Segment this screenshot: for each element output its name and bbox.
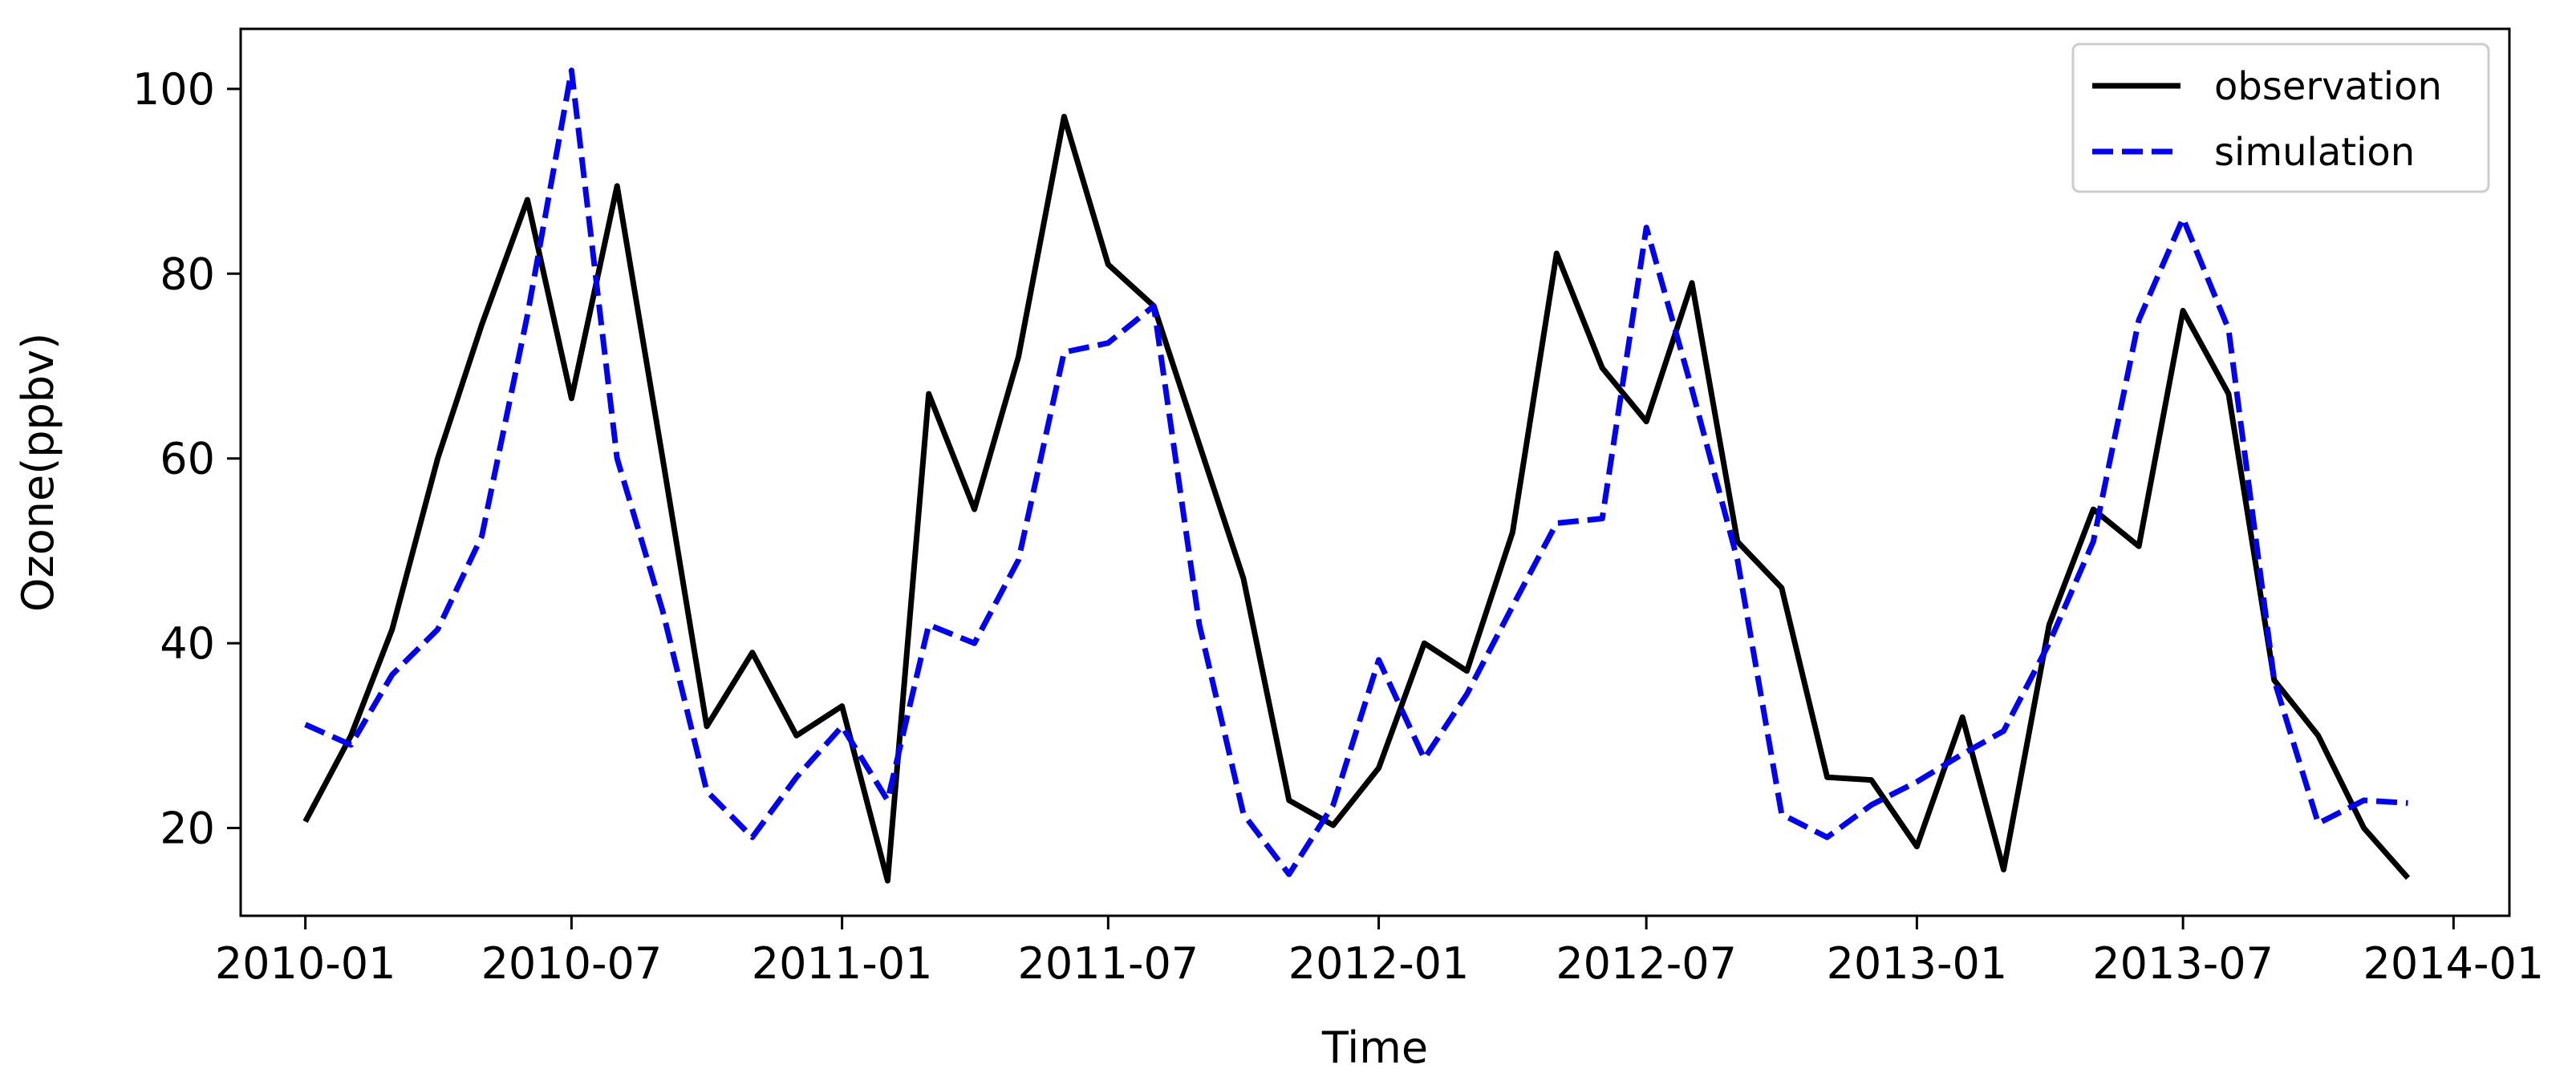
y-tick-label: 80 bbox=[160, 249, 215, 299]
legend: observation simulation bbox=[2071, 43, 2490, 193]
legend-label-observation: observation bbox=[2214, 64, 2442, 109]
y-tick-label: 20 bbox=[160, 804, 215, 854]
legend-label-simulation: simulation bbox=[2214, 130, 2415, 175]
legend-box bbox=[2071, 43, 2490, 193]
x-tick-label: 2014-01 bbox=[2363, 938, 2545, 989]
x-tick-label: 2012-07 bbox=[1556, 938, 1737, 989]
x-tick-label: 2011-01 bbox=[752, 938, 933, 989]
series-layer bbox=[302, 67, 2411, 884]
y-tick-label: 60 bbox=[160, 434, 215, 484]
series-line-simulation bbox=[304, 67, 2408, 877]
y-axis-ticks: 20 40 60 80 100 bbox=[132, 64, 241, 854]
x-tick-label: 2010-01 bbox=[215, 938, 396, 989]
y-axis-label: Ozone(ppbv) bbox=[13, 333, 63, 612]
x-axis-ticks: 2010-01 2010-07 2011-01 2011-07 2012-01 2012-… bbox=[215, 916, 2544, 989]
x-tick-label: 2013-01 bbox=[1827, 938, 2008, 989]
series-line-observation bbox=[302, 113, 2411, 884]
y-tick-label: 100 bbox=[132, 64, 215, 115]
x-tick-label: 2010-07 bbox=[481, 938, 663, 989]
x-axis-label: Time bbox=[1321, 1022, 1428, 1073]
x-tick-label: 2011-07 bbox=[1018, 938, 1199, 989]
x-tick-label: 2012-01 bbox=[1288, 938, 1470, 989]
x-tick-label: 2013-07 bbox=[2092, 938, 2274, 989]
y-tick-label: 40 bbox=[160, 618, 215, 669]
plot-area-frame bbox=[239, 27, 2511, 917]
